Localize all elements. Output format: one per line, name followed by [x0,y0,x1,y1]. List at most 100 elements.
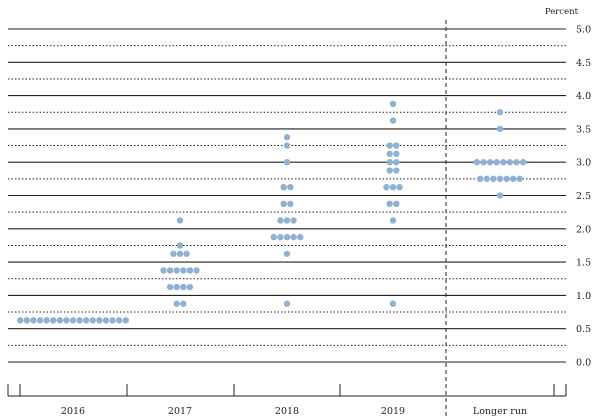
projection-dot [386,159,393,166]
projection-dot [290,233,297,241]
projection-dot [180,267,187,274]
projection-dot [389,217,397,224]
projection-dot [389,117,397,124]
y-tick-label: 3.0 [576,158,591,169]
projection-dot [283,300,291,307]
projection-dot [166,267,174,274]
projection-dot [386,167,393,174]
projection-dot [96,317,103,324]
projection-dot [30,317,37,324]
projection-dot [290,217,297,224]
projection-dot [280,200,287,208]
projection-dot [17,317,24,324]
projection-dot [89,317,97,324]
projection-dot [393,200,400,208]
projection-dot [496,175,504,183]
projection-dot [283,233,291,241]
projection-dot [193,267,200,274]
y-tick-label: 3.5 [576,124,591,135]
projection-dot [186,283,194,291]
projection-dot [287,200,294,208]
projection-dot [389,183,397,191]
projection-dot [386,200,393,208]
projection-dot [122,317,129,324]
projection-dot [180,300,187,307]
projection-dot [283,159,291,166]
projection-dot [102,317,110,324]
projection-dot [496,109,504,116]
projection-dot [277,217,284,224]
y-tick-label: 2.0 [576,224,591,235]
projection-dot [490,175,497,183]
x-category-label: 2016 [61,406,85,417]
projection-dot [277,233,284,241]
y-tick-label: 2.5 [576,191,591,202]
projection-dot [180,283,187,291]
projection-dot [393,159,400,166]
projection-dot [173,300,180,307]
projection-dot [496,192,504,199]
projection-dot [480,159,487,166]
projection-dot [160,267,167,274]
projection-dot [170,250,177,257]
projection-dot [280,183,287,191]
projection-dot [519,159,527,166]
projection-dot [383,183,390,191]
y-tick-label: 4.5 [576,58,591,69]
projection-dot [396,183,403,191]
projection-dot [386,142,393,149]
projection-dot [270,233,277,241]
projection-dot [483,175,490,183]
y-tick-label: 1.5 [576,258,591,269]
projection-dot [493,159,500,166]
projection-dot [176,250,184,257]
projection-dot [287,183,294,191]
projection-dot [36,317,44,324]
x-category-label: 2017 [168,406,192,417]
projection-dot [50,317,57,324]
y-axis-unit-label: Percent [545,7,579,17]
projection-dot [506,159,514,166]
grid-lines [8,20,566,416]
labels-layer: 0.0 0.5 1.0 1.5 2.0 2.5 3.0 3.5 4.0 4.5 5.0 2016 201… [61,25,591,418]
y-tick-label: 1.0 [576,291,591,302]
y-tick-label: 0.5 [576,324,591,335]
projection-dot [297,233,304,241]
projection-dot [83,317,90,324]
projection-dot [393,142,400,149]
projection-dot [173,267,180,274]
projection-dot [283,134,291,141]
projection-dot [109,317,116,324]
projection-dot [477,175,484,183]
projection-dot [186,267,194,274]
projection-dot [166,283,174,291]
projection-dot [283,217,291,224]
projection-dot [116,317,123,324]
projection-dot [496,125,504,133]
projection-dot [503,175,510,183]
projection-dot [386,150,393,158]
projection-dot [393,167,400,174]
projection-dot [486,159,494,166]
projection-dot [63,317,70,324]
projection-dot [500,159,507,166]
projection-dot [510,175,517,183]
x-axis [7,384,567,397]
projection-dot [76,317,83,324]
projection-dot [176,217,184,224]
projection-dot [389,300,397,307]
projection-dot [173,283,180,291]
y-tick-label: 4.0 [576,91,591,102]
projection-dot [516,175,523,183]
y-tick-label: 5.0 [576,25,591,36]
projection-dot [283,250,291,257]
projection-dot [393,150,400,158]
x-category-label: 2019 [381,406,405,417]
projection-dot [56,317,63,324]
x-category-label: Longer run [473,406,527,417]
projection-dot [23,317,30,324]
projection-dot [176,242,184,249]
y-tick-label: 0.0 [576,358,591,369]
projection-dot [183,250,190,257]
